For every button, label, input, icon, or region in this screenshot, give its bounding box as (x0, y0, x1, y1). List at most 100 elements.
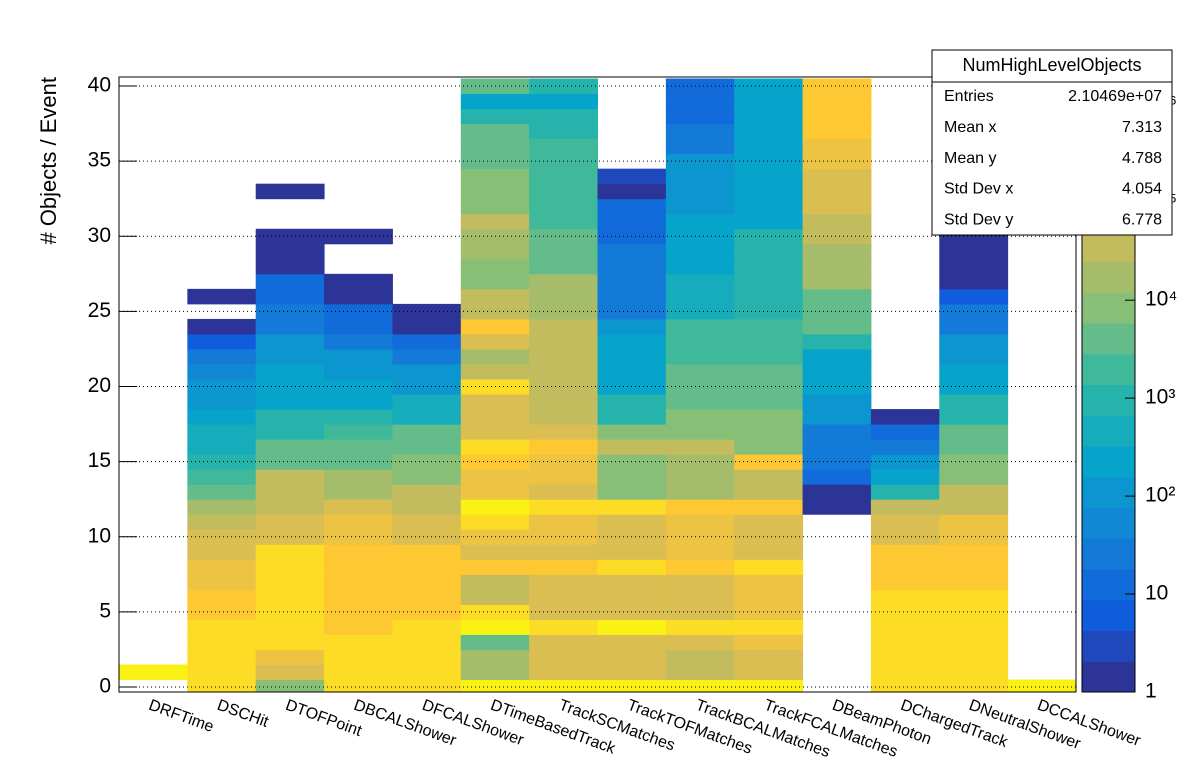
heat-cell (324, 439, 393, 455)
heat-cell (665, 409, 735, 425)
heat-cell (324, 589, 393, 605)
heat-cell (460, 424, 530, 440)
heat-cell (802, 228, 872, 245)
heat-cell (665, 379, 735, 395)
heat-cell (460, 213, 530, 230)
heat-cell (255, 318, 325, 335)
heat-cell (392, 318, 462, 335)
heat-cell (255, 454, 325, 470)
heat-cell (324, 574, 393, 590)
heat-cell (529, 469, 598, 485)
y-axis-title: # Objects / Event (36, 77, 61, 245)
heat-cell (802, 484, 872, 500)
heat-cell (529, 484, 598, 500)
heat-cell (734, 529, 804, 545)
colorbar-step (1082, 538, 1135, 570)
heat-cell (802, 363, 872, 380)
heat-cell (597, 213, 667, 230)
heat-cell (939, 499, 1009, 515)
colorbar-step (1082, 323, 1135, 355)
heat-cell (734, 469, 804, 485)
heat-cell (939, 514, 1009, 530)
heat-cell (255, 439, 325, 455)
heat-cell (665, 213, 735, 230)
heat-cell (392, 664, 462, 681)
heat-cell (392, 559, 462, 575)
colorbar-step (1082, 384, 1135, 416)
heat-cell (802, 273, 872, 290)
heat-cell (665, 243, 735, 260)
heat-cell (802, 379, 872, 395)
heat-cell (597, 183, 667, 200)
heat-cell (324, 664, 393, 681)
heat-cell (187, 394, 257, 410)
heat-cell (734, 78, 804, 95)
heat-cell (939, 454, 1009, 470)
heat-cell (665, 303, 735, 320)
heat-cell (460, 634, 530, 650)
heat-cell (734, 619, 804, 635)
heat-cell (734, 303, 804, 320)
heat-cell (392, 379, 462, 395)
heat-cell (870, 574, 940, 590)
heat-cell (529, 679, 598, 693)
heat-cell (870, 484, 940, 500)
heat-cell (255, 544, 325, 560)
heat-cell (529, 363, 598, 380)
heat-cell (665, 198, 735, 215)
heat-cell (529, 409, 598, 425)
heat-cell (597, 514, 667, 530)
heat-cell (665, 619, 735, 635)
heat-cell (460, 589, 530, 605)
heat-cell (529, 634, 598, 650)
heat-cell (324, 529, 393, 545)
heat-cell (939, 574, 1009, 590)
heat-cell (870, 559, 940, 575)
heat-cell (187, 634, 257, 650)
heat-cell (665, 363, 735, 380)
colorbar-step (1082, 446, 1135, 478)
heat-cell (392, 649, 462, 666)
heat-cell (392, 303, 462, 320)
heat-cell (665, 258, 735, 275)
heat-cell (734, 363, 804, 380)
heat-cell (187, 439, 257, 455)
heat-cell (1007, 679, 1077, 693)
heat-cell (597, 499, 667, 515)
heat-cell (529, 183, 598, 200)
heat-cell (665, 484, 735, 500)
heat-cell (187, 559, 257, 575)
heat-cell (392, 619, 462, 635)
heat-cell (734, 228, 804, 245)
heat-cell (255, 394, 325, 410)
heat-cell (187, 604, 257, 620)
heat-cell (734, 318, 804, 335)
heat-cell (939, 634, 1009, 650)
heat-cell (870, 514, 940, 530)
heat-cell (187, 379, 257, 395)
heat-cell (324, 484, 393, 500)
heat-cell (187, 514, 257, 530)
heat-cell (734, 589, 804, 605)
heat-cell (392, 604, 462, 620)
heat-cell (665, 589, 735, 605)
heat-cell (665, 454, 735, 470)
y-tick-label: 20 (88, 374, 111, 397)
heat-cell (529, 574, 598, 590)
stats-value: 4.054 (1122, 181, 1162, 198)
heat-cell (939, 363, 1009, 380)
heat-cell (734, 679, 804, 693)
heat-cell (324, 424, 393, 440)
heat-cell (529, 499, 598, 515)
colorbar-step (1082, 507, 1135, 539)
heat-cell (255, 228, 325, 245)
stats-label: Mean x (944, 119, 996, 136)
heat-cell (324, 469, 393, 485)
heat-cell (255, 288, 325, 305)
heat-cell (802, 213, 872, 230)
heat-cell (529, 138, 598, 155)
heat-cell (324, 454, 393, 470)
heat-cell (597, 409, 667, 425)
heat-cell (939, 394, 1009, 410)
heat-cell (665, 228, 735, 245)
